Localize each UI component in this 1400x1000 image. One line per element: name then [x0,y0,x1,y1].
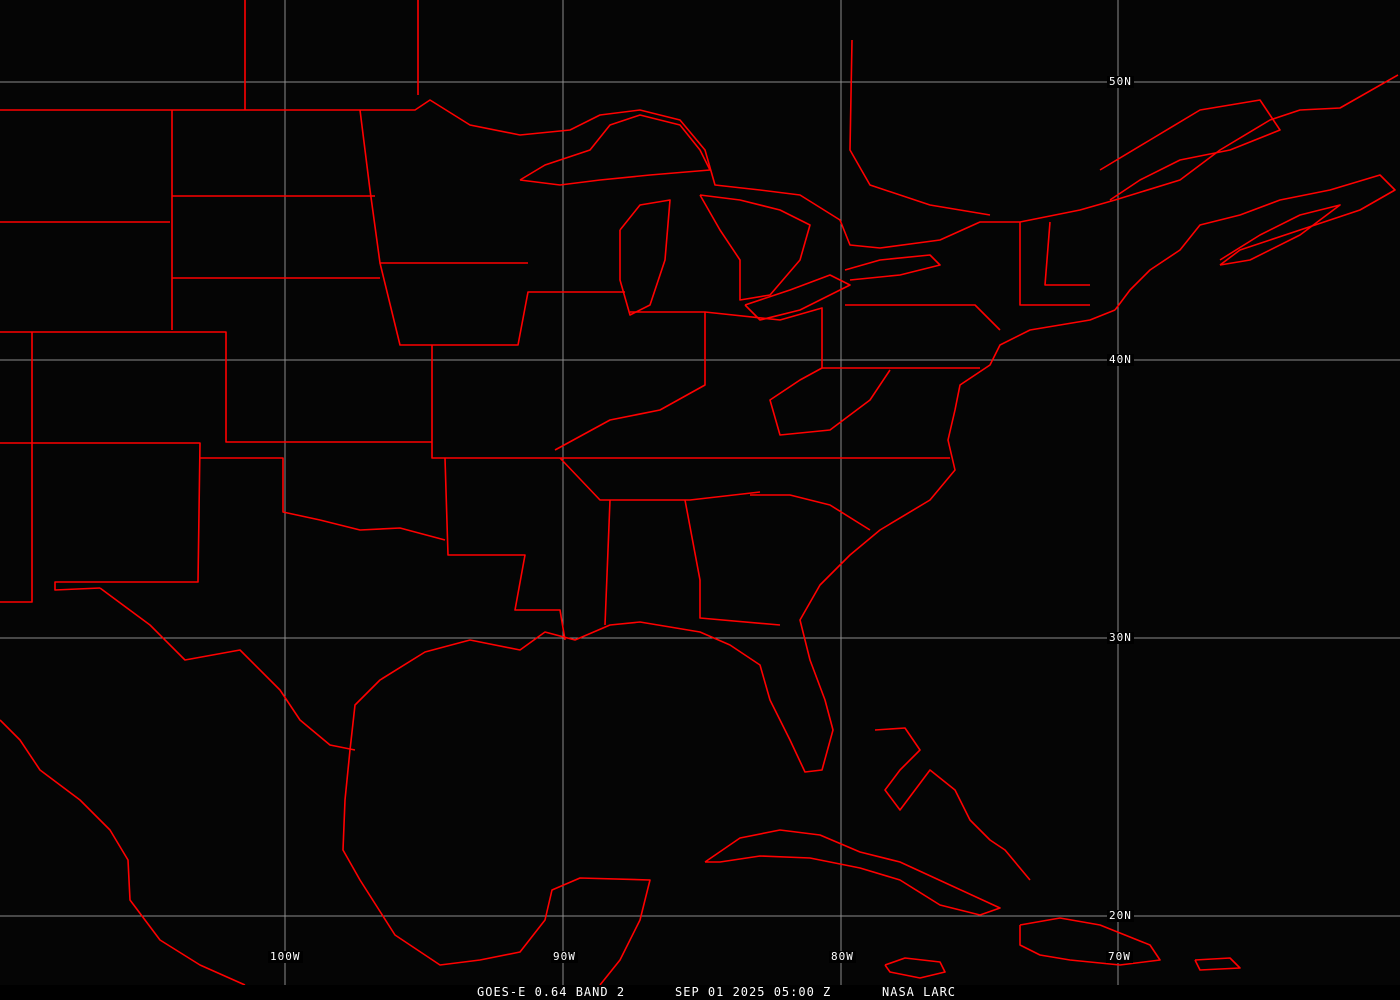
image-caption-bar: GOES-E 0.64 BAND 2 SEP 01 2025 05:00 Z N… [0,985,1400,1000]
mexico-west-coast [0,719,246,986]
state-border-7 [200,457,446,541]
state-border-20 [1019,222,1090,306]
nova-scotia [1219,204,1341,266]
lake-superior [519,114,711,186]
cuba [704,829,1001,916]
state-border-6 [0,442,201,591]
state-border-8 [359,109,528,264]
state-border-19 [845,304,1001,331]
lon-label-100w: 100W [268,950,303,963]
state-border-21 [1044,221,1090,286]
datetime-label: SEP 01 2025 05:00 Z [675,985,832,999]
lat-label-30n: 30N [1107,631,1134,644]
hudson-shore [849,39,991,216]
us-canada-border [0,74,1399,249]
hispaniola [1019,917,1161,966]
lon-label-70w: 70W [1106,950,1133,963]
state-border-5 [0,332,33,603]
state-border-9 [379,262,625,346]
state-border-4 [0,331,432,443]
lon-label-80w: 80W [829,950,856,963]
state-border-11 [444,457,566,641]
rio-grande [99,587,356,751]
state-border-15 [554,311,706,451]
canada-maritimes [1114,174,1396,311]
lake-ontario [844,254,941,281]
lake-michigan [619,199,671,316]
product-label: GOES-E 0.64 BAND 2 [477,985,626,999]
lon-label-90w: 90W [551,950,578,963]
state-border-12 [559,457,761,501]
gaspe-shore [1099,99,1281,201]
lake-erie [744,274,851,321]
state-border-14 [684,499,781,626]
lake-huron [699,194,811,301]
lat-label-20n: 20N [1107,909,1134,922]
jamaica [884,957,946,979]
state-border-10 [431,345,950,459]
lat-label-40n: 40N [1107,353,1134,366]
lat-label-50n: 50N [1107,75,1134,88]
state-border-18 [750,494,871,531]
state-border-16 [704,307,980,369]
state-border-13 [604,499,611,626]
puerto-rico [1194,957,1241,971]
state-border-17 [769,367,891,436]
source-label: NASA LARC [882,985,957,999]
east-coast [342,309,1116,986]
bahamas [874,727,1031,881]
